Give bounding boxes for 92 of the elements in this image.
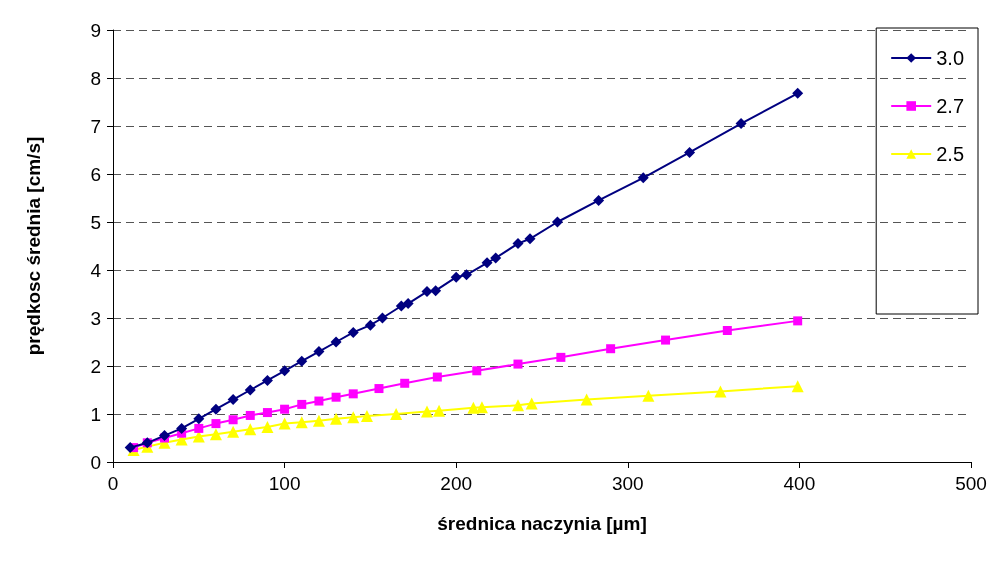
point (227, 394, 239, 406)
y-tick-label: 1 (90, 403, 101, 425)
point (400, 378, 410, 388)
point (791, 380, 804, 393)
x-tick-label: 300 (611, 473, 644, 494)
point (421, 286, 433, 298)
point (227, 425, 240, 438)
point (642, 389, 655, 402)
point (211, 419, 221, 429)
y-tick-label: 7 (90, 115, 101, 137)
point (330, 336, 342, 348)
point (312, 414, 325, 427)
point (512, 238, 524, 250)
y-tick-label: 9 (90, 19, 101, 41)
point (793, 316, 803, 326)
x-tick-label: 200 (440, 473, 473, 494)
point (347, 411, 360, 424)
point (210, 403, 222, 415)
y-tick-label: 8 (90, 67, 101, 89)
point (194, 423, 204, 433)
point (176, 422, 188, 434)
point (348, 389, 358, 399)
point (472, 366, 482, 376)
point (295, 416, 308, 429)
x-axis-title: średnica naczynia [µm] (437, 513, 647, 534)
point (432, 372, 442, 382)
point (661, 335, 671, 345)
point (347, 326, 359, 338)
legend-label: 2.5 (936, 143, 965, 165)
point (331, 392, 341, 402)
point (376, 312, 388, 324)
point (792, 87, 804, 99)
x-tick-label: 400 (783, 473, 816, 494)
legend-label: 3.0 (936, 47, 965, 69)
point (360, 409, 373, 422)
point (262, 408, 272, 418)
point (124, 442, 136, 454)
point (490, 252, 502, 264)
point (450, 271, 462, 283)
point (637, 172, 649, 184)
point (228, 415, 238, 425)
point (481, 257, 493, 269)
point (467, 401, 480, 414)
y-axis-title: prędkosc średnia [cm/s] (23, 136, 44, 356)
point (551, 216, 563, 228)
point (461, 269, 472, 281)
point (402, 298, 414, 310)
point (511, 399, 524, 412)
legend-label: 2.7 (936, 95, 965, 117)
point (296, 355, 308, 367)
y-tick-label: 0 (90, 451, 101, 473)
point (580, 393, 593, 406)
point (193, 413, 205, 425)
point (606, 344, 616, 354)
point (330, 412, 343, 425)
point (430, 285, 442, 297)
point (314, 396, 324, 406)
point (513, 359, 523, 369)
point (244, 423, 257, 436)
point (525, 397, 538, 410)
point (278, 417, 291, 430)
point (209, 428, 222, 441)
point (593, 194, 605, 206)
point (364, 319, 376, 331)
point (735, 118, 747, 130)
point (390, 408, 403, 420)
point (475, 401, 488, 414)
point (374, 384, 384, 394)
point (313, 346, 325, 358)
point (556, 352, 566, 362)
point (261, 420, 274, 433)
point (297, 399, 307, 409)
point (524, 233, 536, 245)
point (433, 404, 446, 417)
y-tick-label: 2 (90, 355, 101, 377)
point (245, 410, 255, 420)
y-tick-label: 4 (90, 259, 102, 281)
x-tick-label: 0 (107, 473, 119, 494)
y-tick-label: 6 (90, 163, 101, 185)
point (279, 365, 291, 377)
point (244, 384, 256, 396)
y-tick-label: 3 (90, 307, 101, 329)
point (261, 374, 273, 386)
x-tick-label: 500 (955, 473, 987, 494)
point (722, 325, 732, 335)
point (395, 300, 407, 312)
point (280, 404, 290, 414)
y-tick-label: 5 (90, 211, 101, 233)
point (684, 146, 696, 158)
point (714, 385, 727, 398)
point (421, 405, 434, 418)
x-tick-label: 100 (268, 473, 301, 494)
